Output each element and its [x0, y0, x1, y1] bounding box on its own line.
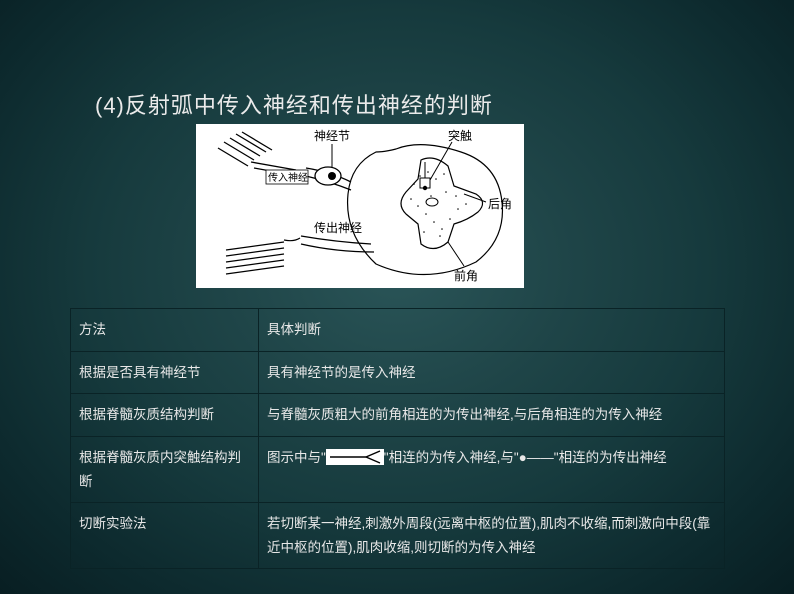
section-heading: (4)反射弧中传入神经和传出神经的判断 [95, 88, 493, 120]
cell-detail: 若切断某一神经,刺激外周段(远离中枢的位置),肌肉不收缩,而刺激向中段(靠近中枢… [259, 503, 725, 569]
judgment-table: 方法 具体判断 根据是否具有神经节 具有神经节的是传入神经 根据脊髓灰质结构判断… [70, 308, 724, 569]
header-method: 方法 [71, 309, 259, 352]
label-afferent: 传入神经 [268, 171, 308, 184]
detail-text-after: "相连的为传入神经,与"●——"相连的为传出神经 [384, 450, 667, 465]
label-ganglion: 神经节 [314, 129, 350, 143]
cell-method: 根据脊髓灰质结构判断 [71, 394, 259, 437]
label-ventral-horn: 前角 [454, 268, 478, 283]
cell-method: 根据是否具有神经节 [71, 351, 259, 394]
reflex-arc-diagram: 神经节 突触 传入神经 传出神经 后角 前角 [196, 124, 524, 288]
table-row: 根据脊髓灰质结构判断 与脊髓灰质粗大的前角相连的为传出神经,与后角相连的为传入神… [71, 394, 725, 437]
table-row: 根据脊髓灰质内突触结构判断 图示中与" "相连的为传入神经,与"●——"相连的为传… [71, 436, 725, 502]
table-row: 根据是否具有神经节 具有神经节的是传入神经 [71, 351, 725, 394]
label-synapse: 突触 [448, 128, 472, 143]
table-row: 切断实验法 若切断某一神经,刺激外周段(远离中枢的位置),肌肉不收缩,而刺激向中… [71, 503, 725, 569]
cell-detail-with-fig: 图示中与" "相连的为传入神经,与"●——"相连的为传出神经 [259, 436, 725, 502]
label-dorsal-horn: 后角 [488, 197, 512, 211]
detail-text-before: 图示中与" [267, 450, 326, 465]
table-header-row: 方法 具体判断 [71, 309, 725, 352]
cell-method: 切断实验法 [71, 503, 259, 569]
cell-method: 根据脊髓灰质内突触结构判断 [71, 436, 259, 502]
cell-detail: 具有神经节的是传入神经 [259, 351, 725, 394]
synapse-branch-icon [326, 449, 384, 465]
label-efferent: 传出神经 [314, 220, 362, 235]
cell-detail: 与脊髓灰质粗大的前角相连的为传出神经,与后角相连的为传入神经 [259, 394, 725, 437]
header-detail: 具体判断 [259, 309, 725, 352]
